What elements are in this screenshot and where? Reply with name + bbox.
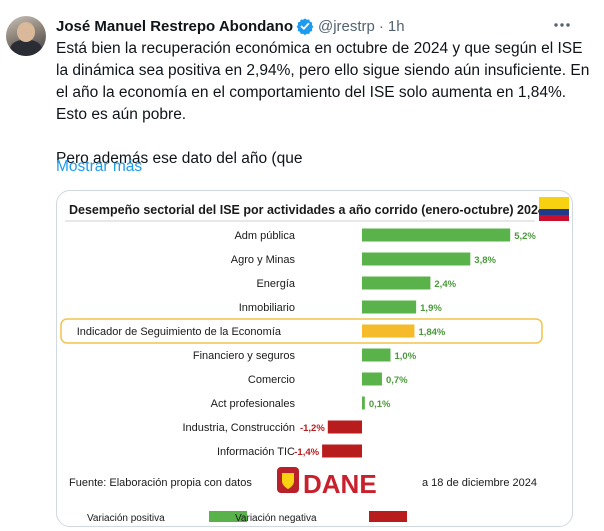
value-label: 0,7%: [386, 375, 408, 386]
category-label: Comercio: [248, 374, 295, 386]
value-label: 2,4%: [434, 279, 456, 290]
chart-legend: Variación positiva Variación negativa: [87, 511, 407, 524]
category-label: Agro y Minas: [231, 254, 296, 266]
chart-footer: Fuente: Elaboración propia con datos DAN…: [69, 467, 537, 499]
bar: [362, 228, 511, 242]
author-handle[interactable]: @jrestrp: [317, 17, 375, 35]
svg-text:DANE: DANE: [303, 469, 377, 499]
tweet-paragraph-2: Pero además ese dato del año (que: [56, 150, 303, 167]
tweet-timestamp[interactable]: 1h: [387, 17, 405, 35]
value-label: -1,4%: [294, 447, 319, 458]
tweet-paragraph-1: Está bien la recuperación económica en o…: [56, 40, 590, 123]
tweet-media-chart[interactable]: Desempeño sectorial del ISE por activida…: [56, 190, 573, 527]
bar: [362, 372, 382, 386]
dane-logo: DANE: [277, 467, 377, 499]
bar: [362, 396, 365, 410]
category-label: Energía: [256, 278, 295, 290]
meta-separator: ·: [378, 17, 384, 35]
tweet-text: Está bien la recuperación económica en o…: [56, 38, 596, 170]
more-icon[interactable]: [548, 14, 576, 36]
verified-badge-icon: [296, 17, 314, 35]
category-label: Información TIC: [217, 446, 295, 458]
value-label: 0,1%: [369, 399, 391, 410]
bar: [327, 420, 362, 434]
category-label: Inmobiliario: [239, 302, 295, 314]
legend-swatch: [209, 511, 247, 522]
bar: [362, 348, 391, 362]
category-label: Indicador de Seguimiento de la Economía: [77, 326, 282, 338]
value-label: -1,2%: [300, 423, 325, 434]
category-label: Adm pública: [234, 230, 295, 242]
author-avatar[interactable]: [6, 16, 46, 56]
bar: [362, 324, 415, 338]
author-name[interactable]: José Manuel Restrepo Abondano: [56, 17, 293, 35]
bar: [362, 300, 417, 314]
value-label: 1,0%: [395, 351, 417, 362]
colombia-flag-icon: [539, 197, 569, 221]
bar: [322, 444, 362, 458]
bar: [362, 252, 471, 266]
chart-svg: Desempeño sectorial del ISE por activida…: [60, 197, 569, 524]
highlight-frame: [60, 318, 543, 344]
value-label: 1,84%: [418, 327, 445, 338]
value-label: 1,9%: [420, 303, 442, 314]
show-more-link[interactable]: Mostrar más: [56, 158, 143, 175]
category-label: Act profesionales: [211, 398, 296, 410]
date-text: a 18 de diciembre 2024: [422, 477, 537, 489]
bar: [362, 276, 431, 290]
tweet-header: José Manuel Restrepo Abondano @jrestrp ·…: [56, 14, 405, 38]
category-label: Industria, Construcción: [183, 422, 296, 434]
source-text: Fuente: Elaboración propia con datos: [69, 477, 252, 489]
legend-label: Variación positiva: [87, 513, 165, 524]
value-label: 3,8%: [474, 255, 496, 266]
category-label: Financiero y seguros: [193, 350, 296, 362]
value-label: 5,2%: [514, 231, 536, 242]
legend-label: Variación negativa: [235, 513, 317, 524]
legend-swatch: [369, 511, 407, 522]
chart-title: Desempeño sectorial del ISE por activida…: [69, 203, 545, 217]
